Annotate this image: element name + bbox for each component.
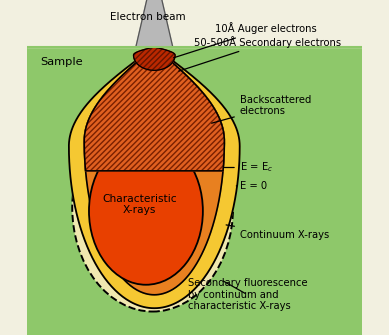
Text: Characteristic
X-rays: Characteristic X-rays — [102, 194, 177, 215]
Ellipse shape — [89, 137, 203, 285]
Text: Secondary fluorescence
by continuum and
characteristic X-rays: Secondary fluorescence by continuum and … — [188, 278, 307, 312]
Text: 50-500Å Secondary electrons: 50-500Å Secondary electrons — [179, 36, 342, 71]
Text: E = E$_c$: E = E$_c$ — [224, 160, 273, 175]
Ellipse shape — [72, 104, 233, 312]
Text: E = 0: E = 0 — [236, 181, 267, 191]
Text: Sample: Sample — [40, 57, 83, 67]
Text: 10Å Auger electrons: 10Å Auger electrons — [173, 22, 316, 58]
Polygon shape — [136, 0, 173, 47]
Bar — [27, 47, 362, 335]
Polygon shape — [133, 47, 175, 70]
Polygon shape — [84, 47, 224, 295]
Text: Electron beam: Electron beam — [110, 12, 186, 22]
Polygon shape — [69, 47, 240, 308]
Text: Backscattered
electrons: Backscattered electrons — [212, 95, 311, 123]
Text: Continuum X-rays: Continuum X-rays — [226, 225, 329, 240]
Polygon shape — [84, 47, 224, 171]
Bar — [27, 0, 362, 47]
